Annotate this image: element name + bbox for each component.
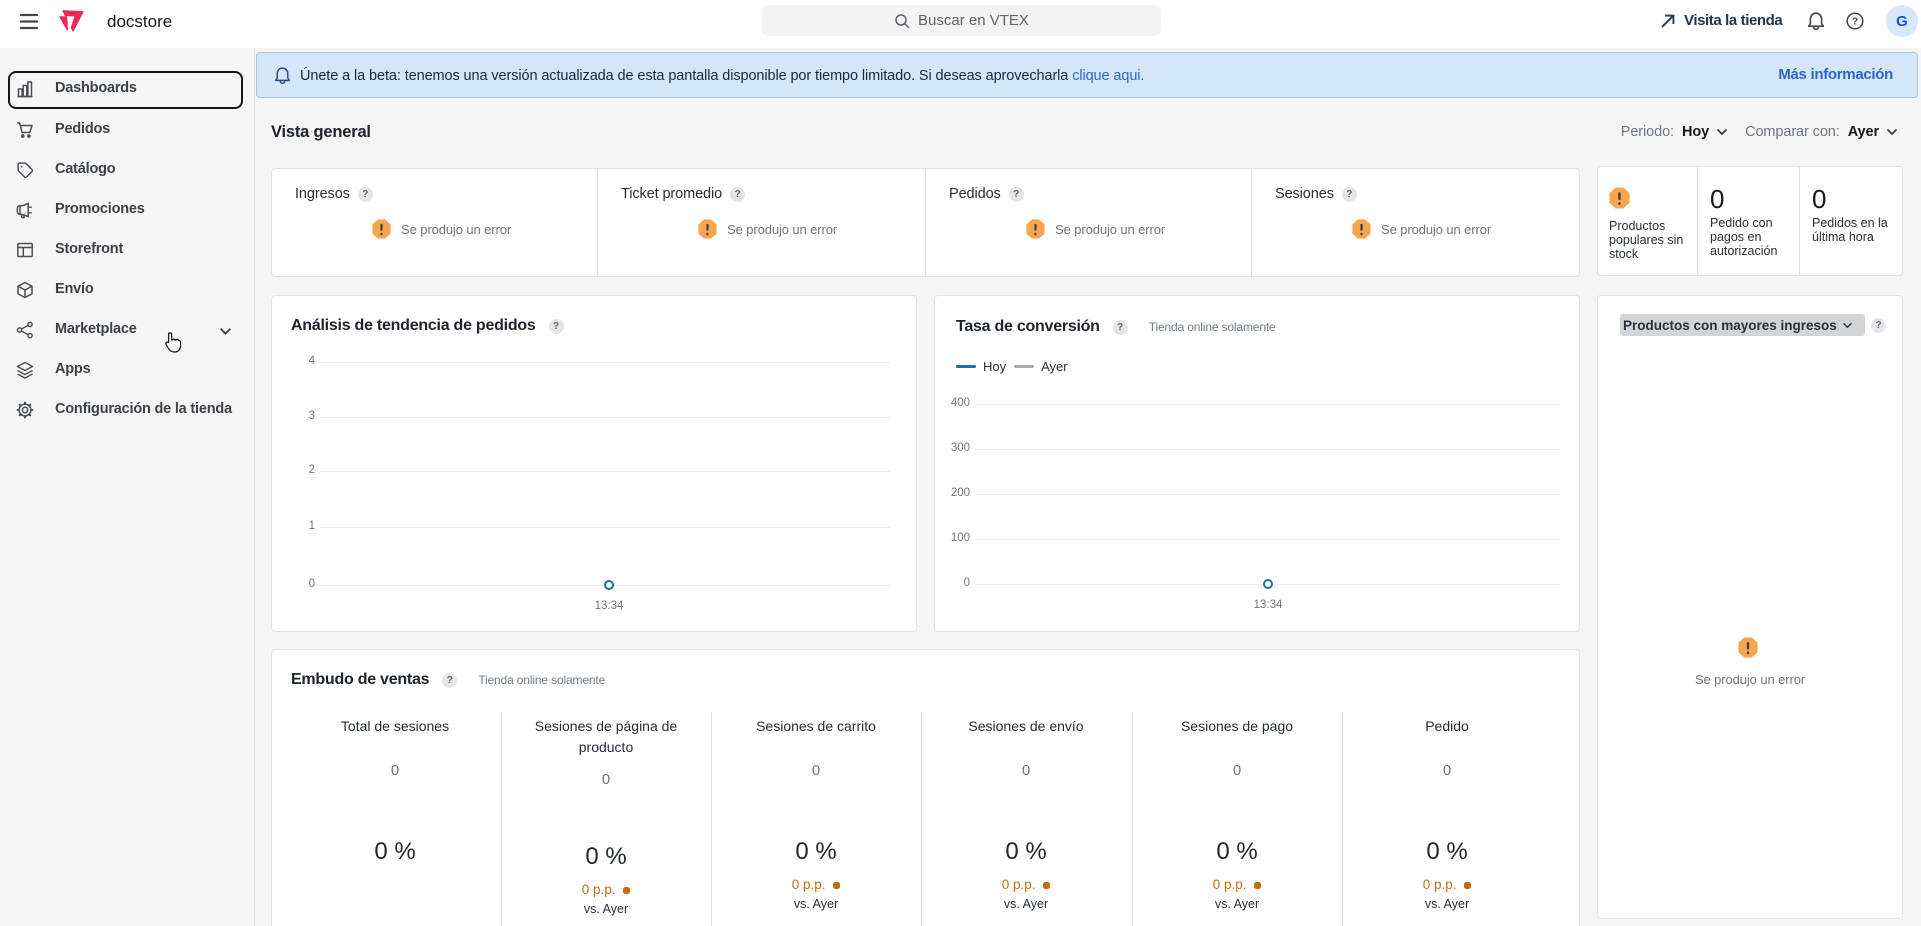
svg-text:?: ? [1852,16,1858,28]
